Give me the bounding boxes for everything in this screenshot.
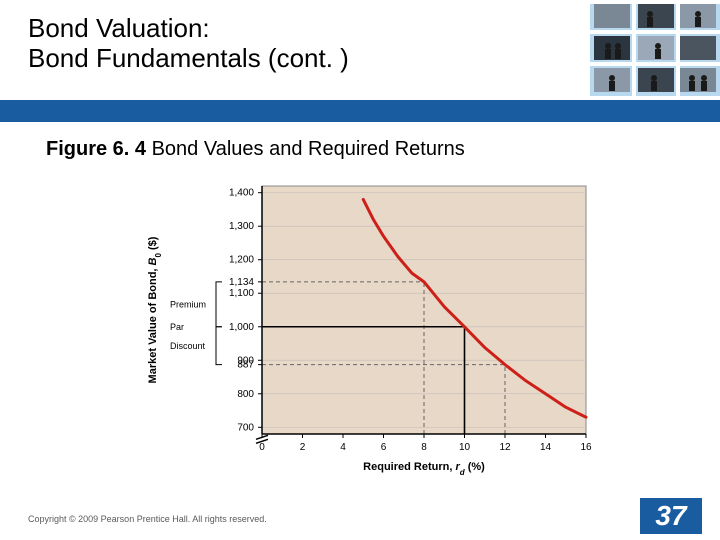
svg-text:16: 16 [580,442,592,453]
header-blue-bar [0,100,720,122]
svg-text:Par: Par [170,322,184,332]
page-number: 37 [640,498,702,534]
copyright-text: Copyright © 2009 Pearson Prentice Hall. … [28,514,267,524]
title-line-1: Bond Valuation: [28,14,349,44]
title-line-2: Bond Fundamentals (cont. ) [28,44,349,74]
svg-text:0: 0 [259,442,265,453]
header-decorative-image [590,0,720,96]
svg-text:1,100: 1,100 [229,288,254,299]
svg-text:Discount: Discount [170,341,206,351]
svg-text:4: 4 [340,442,346,453]
svg-text:6: 6 [381,442,387,453]
figure-number: Figure 6. 4 [46,138,146,160]
svg-text:10: 10 [459,442,471,453]
svg-text:Required Return, rd (%): Required Return, rd (%) [363,461,485,477]
svg-text:800: 800 [237,389,254,400]
figure-caption: Figure 6. 4 Bond Values and Required Ret… [46,138,465,161]
svg-text:1,200: 1,200 [229,255,254,266]
svg-text:2: 2 [300,442,306,453]
svg-text:Market Value of Bond, B0 ($): Market Value of Bond, B0 ($) [147,236,163,383]
bond-value-chart: 7008009001,0001,1001,2001,3001,4008871,1… [140,172,600,482]
svg-text:Premium: Premium [170,299,206,309]
svg-text:8: 8 [421,442,427,453]
svg-text:14: 14 [540,442,552,453]
svg-text:1,300: 1,300 [229,221,254,232]
svg-text:1,134: 1,134 [229,277,254,288]
slide-title: Bond Valuation: Bond Fundamentals (cont.… [28,14,349,74]
svg-text:12: 12 [499,442,511,453]
svg-text:1,000: 1,000 [229,322,254,333]
figure-title-text: Bond Values and Required Returns [146,138,465,160]
svg-text:1,400: 1,400 [229,188,254,199]
svg-text:887: 887 [237,360,254,371]
svg-text:700: 700 [237,422,254,433]
